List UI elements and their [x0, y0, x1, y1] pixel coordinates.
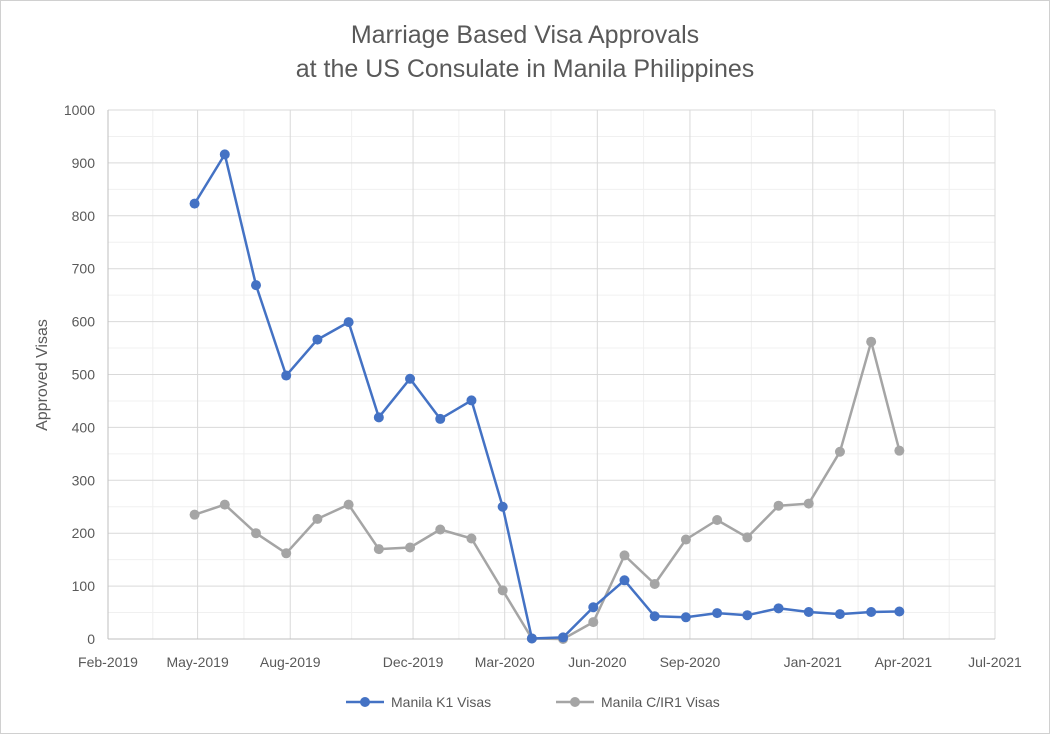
- data-point-manila-k1-visas: [405, 373, 416, 384]
- x-tick-label: Mar-2020: [475, 654, 535, 670]
- y-tick-label: 400: [72, 419, 96, 435]
- legend-item: Manila C/IR1 Visas: [556, 694, 720, 710]
- x-tick-label: Sep-2020: [660, 654, 721, 670]
- data-point-manila-k1-visas: [343, 317, 354, 328]
- data-point-manila-c-ir1-visas: [189, 509, 200, 520]
- y-tick-label: 900: [72, 155, 96, 171]
- data-point-manila-k1-visas: [649, 611, 660, 622]
- chart-title: Marriage Based Visa Approvals at the US …: [0, 18, 1050, 86]
- y-tick-label: 700: [72, 261, 96, 277]
- y-tick-label: 0: [87, 631, 95, 647]
- data-point-manila-k1-visas: [497, 501, 508, 512]
- data-point-manila-k1-visas: [189, 198, 200, 209]
- y-tick-label: 300: [72, 472, 96, 488]
- legend: Manila K1 Visas Manila C/IR1 Visas: [346, 694, 720, 710]
- data-point-manila-c-ir1-visas: [312, 513, 323, 524]
- series-layer: [189, 149, 905, 644]
- series-manila-c-ir1-visas: [189, 336, 905, 644]
- data-point-manila-c-ir1-visas: [712, 514, 723, 525]
- x-tick-label: Jun-2020: [568, 654, 627, 670]
- data-point-manila-k1-visas: [526, 633, 537, 644]
- y-tick-label: 200: [72, 525, 96, 541]
- data-point-manila-k1-visas: [712, 608, 723, 619]
- y-axis-tick-labels: 0 100 200 300 400 500 600 700 800 900 1000: [64, 102, 95, 647]
- chart-title-line-1: Marriage Based Visa Approvals: [350, 21, 700, 49]
- data-point-manila-k1-visas: [558, 632, 569, 643]
- data-point-manila-c-ir1-visas: [497, 585, 508, 596]
- y-axis-label: Approved Visas: [34, 319, 51, 431]
- data-point-manila-c-ir1-visas: [834, 446, 845, 457]
- y-tick-label: 100: [72, 578, 96, 594]
- data-point-manila-k1-visas: [588, 602, 599, 613]
- x-tick-label: Aug-2019: [260, 654, 321, 670]
- data-point-manila-c-ir1-visas: [466, 533, 477, 544]
- data-point-manila-c-ir1-visas: [742, 532, 753, 543]
- data-point-manila-c-ir1-visas: [251, 528, 262, 539]
- data-point-manila-c-ir1-visas: [894, 445, 905, 456]
- data-point-manila-c-ir1-visas: [619, 550, 630, 561]
- data-point-manila-c-ir1-visas: [373, 544, 384, 555]
- x-tick-label: May-2019: [166, 654, 228, 670]
- data-point-manila-c-ir1-visas: [219, 499, 230, 510]
- x-tick-label: Jan-2021: [784, 654, 843, 670]
- x-tick-label: Feb-2019: [78, 654, 138, 670]
- data-point-manila-c-ir1-visas: [588, 617, 599, 628]
- data-point-manila-c-ir1-visas: [343, 499, 354, 510]
- legend-label: Manila C/IR1 Visas: [601, 694, 720, 710]
- data-point-manila-k1-visas: [619, 575, 630, 586]
- legend-item: Manila K1 Visas: [346, 694, 491, 710]
- data-point-manila-c-ir1-visas: [773, 500, 784, 511]
- chart-title-line-2: at the US Consulate in Manila Philippine…: [295, 55, 755, 83]
- y-tick-label: 800: [72, 208, 96, 224]
- series-line-manila-k1-visas: [193, 153, 900, 640]
- x-tick-label: Dec-2019: [383, 654, 444, 670]
- data-point-manila-k1-visas: [251, 280, 262, 291]
- data-point-manila-k1-visas: [466, 395, 477, 406]
- y-tick-label: 1000: [64, 102, 95, 118]
- y-tick-label: 500: [72, 367, 96, 383]
- data-point-manila-k1-visas: [435, 413, 446, 424]
- data-point-manila-k1-visas: [803, 607, 814, 618]
- data-point-manila-c-ir1-visas: [435, 524, 446, 535]
- data-point-manila-c-ir1-visas: [281, 548, 292, 559]
- data-point-manila-k1-visas: [680, 612, 691, 623]
- data-point-manila-c-ir1-visas: [405, 542, 416, 553]
- x-tick-label: Apr-2021: [875, 654, 933, 670]
- series-manila-k1-visas: [189, 149, 905, 644]
- legend-marker: [570, 697, 580, 707]
- data-point-manila-c-ir1-visas: [866, 336, 877, 347]
- y-tick-label: 600: [72, 314, 96, 330]
- data-point-manila-k1-visas: [373, 412, 384, 423]
- legend-marker: [360, 697, 370, 707]
- series-line-manila-c-ir1-visas: [194, 340, 901, 641]
- data-point-manila-c-ir1-visas: [649, 578, 660, 589]
- data-point-manila-k1-visas: [894, 606, 905, 617]
- data-point-manila-k1-visas: [742, 610, 753, 621]
- legend-label: Manila K1 Visas: [391, 694, 491, 710]
- data-point-manila-k1-visas: [866, 607, 877, 618]
- data-point-manila-k1-visas: [312, 334, 323, 345]
- data-point-manila-k1-visas: [834, 609, 845, 620]
- data-point-manila-k1-visas: [281, 370, 292, 381]
- data-point-manila-c-ir1-visas: [680, 534, 691, 545]
- x-tick-label: Jul-2021: [968, 654, 1022, 670]
- data-point-manila-k1-visas: [773, 603, 784, 614]
- data-point-manila-k1-visas: [219, 149, 230, 160]
- x-axis-tick-labels: Feb-2019 May-2019 Aug-2019 Dec-2019 Mar-2020…: [78, 654, 1022, 670]
- data-point-manila-c-ir1-visas: [803, 498, 814, 509]
